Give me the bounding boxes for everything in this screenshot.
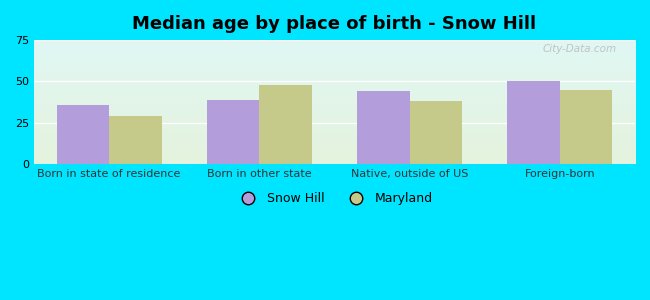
Bar [207,100,259,164]
Bar [357,92,410,164]
Bar [109,116,162,164]
Title: Median age by place of birth - Snow Hill: Median age by place of birth - Snow Hill [133,15,536,33]
Bar [560,90,612,164]
Bar [507,82,560,164]
Text: City-Data.com: City-Data.com [543,44,617,54]
Bar [259,85,312,164]
Legend: Snow Hill, Maryland: Snow Hill, Maryland [231,187,438,210]
Bar [410,101,462,164]
Bar [57,105,109,164]
